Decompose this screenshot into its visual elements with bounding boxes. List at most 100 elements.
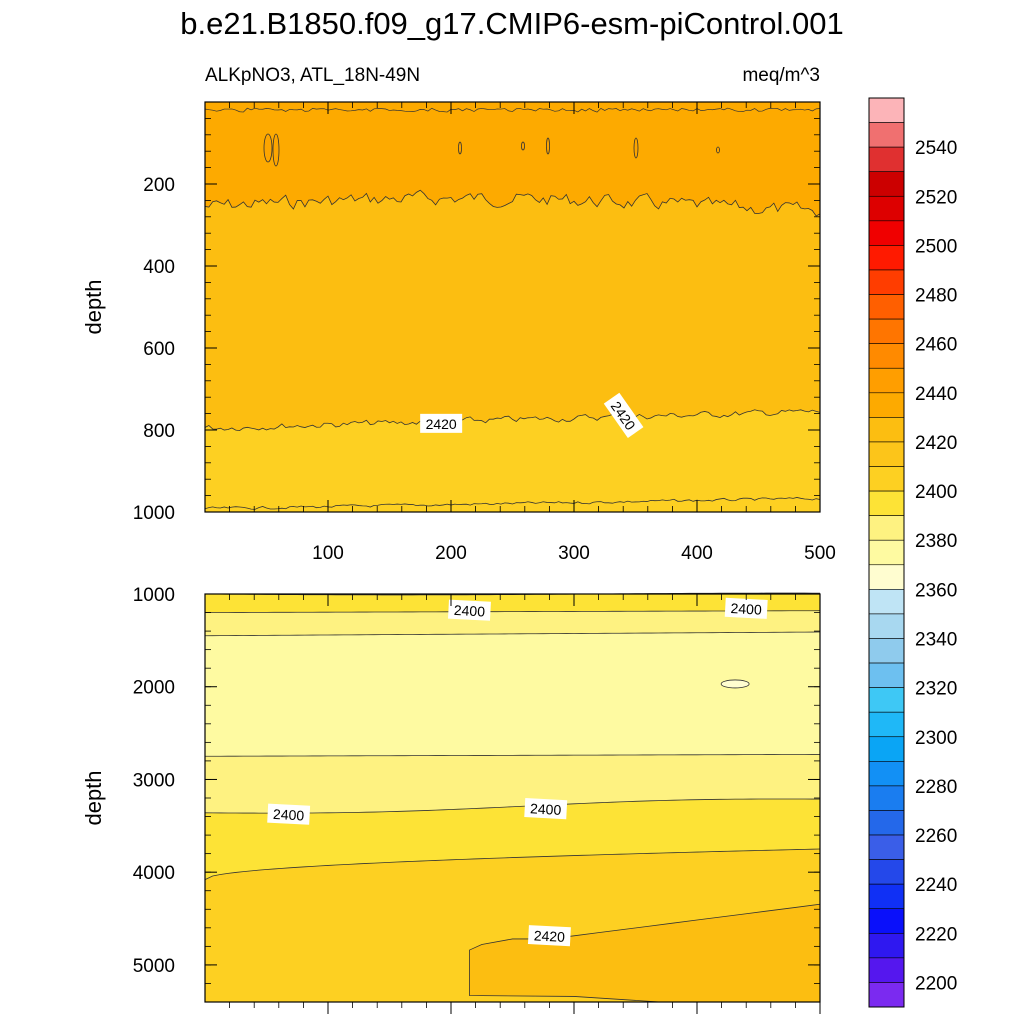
contour-island-4 [546, 137, 550, 155]
colorbar-swatch [868, 687, 905, 713]
contour-label-bg [527, 925, 571, 947]
lower-x-axis [229, 594, 821, 1014]
upper-x-axis: 100 200 300 400 500 [229, 102, 836, 564]
colorbar-swatch [868, 810, 905, 836]
y-axis-label: depth [81, 770, 106, 825]
contour-label-text: 2420 [426, 416, 457, 432]
contour-label-bg [267, 803, 311, 825]
contour-line-0 [204, 189, 821, 217]
y-tick-label: 4000 [133, 863, 175, 884]
colorbar-swatch [868, 883, 905, 910]
band-0 [205, 102, 820, 216]
colorbar-swatch [868, 662, 905, 688]
contour-line-2 [204, 497, 821, 510]
colorbar-label: 2360 [915, 580, 957, 601]
colorbar-label: 2500 [915, 236, 957, 257]
subtitle-left: ALKpNO3, ATL_18N-49N [205, 65, 420, 86]
contour-label-0: 2420 [420, 413, 463, 433]
colorbar-swatch [868, 97, 905, 123]
colorbar-swatch [868, 515, 905, 541]
contour-island-6 [716, 146, 720, 154]
y-tick-label: 3000 [133, 770, 175, 791]
contour-line-2 [204, 631, 821, 637]
colorbar-label: 2320 [915, 679, 957, 700]
contour-label-0: 2400 [448, 599, 491, 621]
colorbar-label: 2380 [915, 531, 957, 552]
y-axis-label: depth [81, 279, 106, 334]
colorbar-label: 2400 [915, 482, 957, 503]
contour-island-3 [521, 141, 525, 151]
colorbar: 2540 2520 2500 2480 2460 2440 2420 2400 2380 2360… [868, 97, 957, 1008]
subtitle-right: meq/m^3 [742, 65, 820, 86]
contour-label-bg [524, 798, 568, 820]
colorbar-swatch [868, 318, 905, 344]
contour-label-bg [448, 599, 491, 621]
colorbar-swatch [868, 613, 905, 639]
colorbar-swatch [868, 638, 905, 664]
contour-island-0 [263, 133, 273, 163]
y-tick-label: 600 [143, 339, 175, 360]
y-tick-label: 2000 [133, 678, 175, 699]
y-tick-label: 5000 [133, 956, 175, 977]
band-1 [205, 190, 820, 431]
upper-frame [204, 101, 821, 513]
colorbar-swatch [868, 146, 905, 173]
contour-label-text: 2400 [273, 806, 305, 824]
colorbar-swatch [868, 490, 905, 516]
colorbar-swatch [868, 441, 905, 467]
colorbar-swatch [868, 269, 905, 295]
y-tick-label: 400 [143, 257, 175, 278]
colorbar-swatch [868, 736, 905, 762]
colorbar-swatch [868, 589, 905, 615]
colorbar-swatch [868, 343, 905, 369]
y-tick-label: 800 [143, 421, 175, 442]
colorbar-swatch [868, 294, 905, 320]
colorbar-swatch [868, 171, 905, 197]
figure-title: b.e21.B1850.f09_g17.CMIP6-esm-piControl.… [180, 6, 843, 41]
colorbar-swatch [868, 908, 905, 934]
colorbar-swatch [868, 195, 905, 222]
colorbar-swatch [868, 982, 905, 1008]
contour-label-text: 2400 [530, 800, 562, 818]
colorbar-swatch [868, 539, 905, 566]
contour-label-text: 2420 [533, 927, 565, 945]
contour-line-3 [204, 754, 821, 757]
colorbar-label: 2280 [915, 777, 957, 798]
plot-panels: 2420 2420 200 400 600 800 1000 100 200 300 400 500 A… [81, 65, 836, 1014]
lower-panel: 2400 2400 2400 2400 2420 1000 2000 3000 4000 5000… [81, 585, 821, 1014]
colorbar-swatch [868, 957, 905, 983]
colorbar-swatch [868, 417, 905, 443]
contour-label-text: 2400 [730, 600, 762, 618]
colorbar-swatch [868, 245, 905, 271]
contour-label-3: 2400 [524, 798, 568, 820]
colorbar-swatch [868, 564, 905, 590]
contour-label-bg [724, 597, 768, 619]
contour-island [720, 679, 750, 689]
band-2 [205, 409, 820, 512]
x-tick-label: 100 [312, 543, 344, 564]
band-4 [205, 798, 820, 880]
colorbar-label: 2440 [915, 384, 957, 405]
y-tick-label: 1000 [133, 585, 175, 606]
colorbar-swatch [868, 220, 905, 246]
colorbar-swatch [868, 834, 905, 860]
colorbar-swatch [868, 466, 905, 492]
colorbar-label: 2460 [915, 335, 957, 356]
colorbar-label: 2200 [915, 973, 957, 994]
colorbar-label: 2260 [915, 826, 957, 847]
contour-label-bg [603, 392, 644, 439]
contour-label-text: 2400 [453, 602, 485, 620]
colorbar-swatch [868, 711, 905, 738]
x-tick-label: 500 [804, 543, 836, 564]
contour-line-5 [204, 848, 821, 880]
x-tick-label: 200 [435, 543, 467, 564]
band-3 [205, 754, 820, 814]
lower-y-axis: 1000 2000 3000 4000 5000 [133, 585, 820, 1003]
band-2 [205, 632, 820, 757]
contour-island-2 [458, 141, 462, 155]
colorbar-label: 2420 [915, 433, 957, 454]
colorbar-frame [868, 97, 905, 1008]
contour-label-2: 2400 [267, 803, 311, 825]
